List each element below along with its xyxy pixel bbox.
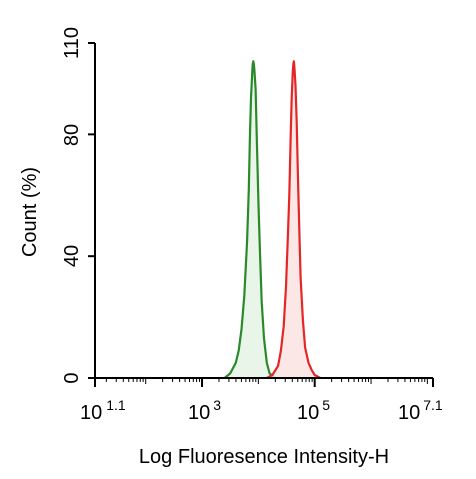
y-tick-label-0: 0 — [61, 372, 83, 383]
y-axis-title: Count (%) — [19, 167, 41, 257]
x-minor-ticks — [105, 378, 428, 384]
x-tick-label-4: 10 7.1 — [398, 397, 443, 424]
x-major-ticks — [94, 378, 434, 387]
y-tick-label-110: 110 — [61, 27, 83, 59]
y-tick-label-80: 80 — [61, 124, 83, 146]
series-2-line — [266, 60, 321, 379]
x-tick-label-3: 10 5 — [297, 397, 330, 424]
series-1-fill — [224, 61, 276, 379]
x-axis-title: Log Fluoresence Intensity-H — [139, 446, 389, 468]
x-tick-label-1: 10 1.1 — [80, 397, 126, 424]
x-tick-label-2: 10 3 — [188, 397, 221, 424]
series-2-fill — [266, 61, 321, 379]
y-tick-label-40: 40 — [61, 245, 83, 267]
plot-area — [223, 60, 321, 379]
series-1-line — [223, 60, 276, 379]
y-ticks — [88, 42, 95, 379]
